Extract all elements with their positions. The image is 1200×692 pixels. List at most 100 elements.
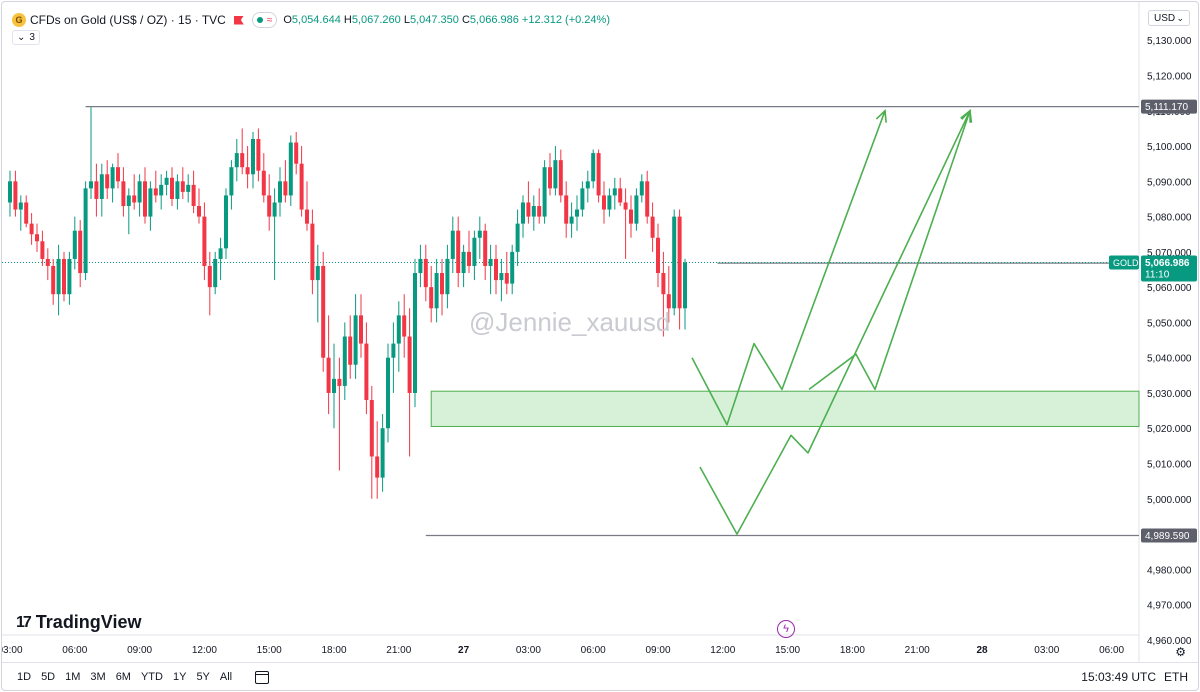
candle-body[interactable] — [89, 181, 93, 189]
candle-body[interactable] — [375, 456, 380, 478]
candle-body[interactable] — [445, 258, 450, 295]
candle-body[interactable] — [612, 188, 617, 196]
lightning-icon[interactable]: ϟ — [777, 620, 795, 638]
candle-body[interactable] — [494, 258, 498, 281]
candle-body[interactable] — [450, 230, 455, 259]
timeframe-3m[interactable]: 3M — [90, 671, 106, 683]
candle-body[interactable] — [83, 188, 88, 274]
candle-body[interactable] — [558, 160, 563, 196]
candle-body[interactable] — [256, 138, 261, 171]
candle-body[interactable] — [634, 195, 639, 224]
candle-body[interactable] — [353, 315, 358, 365]
candle-body[interactable] — [429, 287, 434, 309]
candle-body[interactable] — [607, 195, 612, 210]
candle-body[interactable] — [245, 167, 250, 175]
candle-body[interactable] — [564, 195, 569, 224]
candle-body[interactable] — [569, 216, 574, 224]
candle-body[interactable] — [170, 177, 174, 199]
calendar-icon[interactable] — [255, 670, 270, 684]
candle-body[interactable] — [229, 167, 234, 196]
candle-body[interactable] — [197, 206, 201, 217]
candle-body[interactable] — [78, 230, 83, 274]
candle-body[interactable] — [51, 265, 56, 295]
candle-body[interactable] — [24, 202, 29, 224]
timeframe-1y[interactable]: 1Y — [172, 671, 187, 683]
symbol-title[interactable]: CFDs on Gold (US$ / OZ) · 15 · TVC — [30, 13, 226, 27]
candle-body[interactable] — [434, 273, 439, 309]
candle-body[interactable] — [267, 195, 272, 217]
candle-body[interactable] — [440, 273, 444, 295]
candle-body[interactable] — [137, 181, 142, 203]
candle-body[interactable] — [299, 163, 304, 210]
candle-body[interactable] — [218, 248, 223, 259]
candle-body[interactable] — [45, 258, 50, 266]
candle-body[interactable] — [423, 258, 428, 288]
candle-body[interactable] — [13, 181, 18, 210]
candle-body[interactable] — [477, 230, 482, 238]
timeframe-6m[interactable]: 6M — [115, 671, 131, 683]
candle-body[interactable] — [240, 153, 245, 168]
candle-body[interactable] — [94, 181, 99, 199]
candle-body[interactable] — [504, 273, 509, 284]
candle-body[interactable] — [602, 195, 606, 210]
candle-body[interactable] — [143, 181, 147, 217]
candle-body[interactable] — [315, 265, 320, 281]
candle-body[interactable] — [515, 223, 520, 252]
candle-body[interactable] — [180, 181, 185, 192]
tradingview-logo[interactable]: 17 TradingView — [16, 612, 142, 633]
candle-body[interactable] — [483, 230, 488, 266]
candle-body[interactable] — [175, 181, 180, 199]
candle-body[interactable] — [18, 202, 23, 210]
utc-clock[interactable]: 15:03:49 UTC — [1081, 670, 1156, 684]
candle-body[interactable] — [683, 262, 687, 309]
gear-icon[interactable]: ⚙ — [1175, 645, 1186, 659]
candle-body[interactable] — [499, 273, 504, 281]
candle-body[interactable] — [126, 195, 131, 207]
candle-body[interactable] — [639, 181, 644, 196]
candle-body[interactable] — [121, 181, 126, 207]
candle-body[interactable] — [283, 181, 288, 196]
timeframe-1m[interactable]: 1M — [65, 671, 81, 683]
demand-zone[interactable] — [430, 390, 1140, 427]
candle-body[interactable] — [407, 336, 412, 393]
candle-body[interactable] — [224, 195, 228, 249]
candle-body[interactable] — [467, 251, 471, 266]
candle-body[interactable] — [591, 153, 596, 182]
candle-body[interactable] — [364, 343, 369, 401]
candle-body[interactable] — [164, 177, 169, 185]
candle-body[interactable] — [402, 315, 407, 337]
currency-select[interactable]: USD ⌄ — [1148, 10, 1190, 26]
candle-body[interactable] — [251, 138, 255, 175]
candle-body[interactable] — [191, 184, 196, 207]
candle-body[interactable] — [272, 202, 277, 217]
candle-body[interactable] — [369, 400, 374, 457]
candle-body[interactable] — [159, 184, 164, 196]
candle-body[interactable] — [526, 202, 531, 217]
candle-body[interactable] — [542, 167, 547, 217]
timeframe-ytd[interactable]: YTD — [140, 671, 163, 683]
candle-body[interactable] — [261, 170, 266, 196]
candle-body[interactable] — [666, 294, 671, 309]
candle-body[interactable] — [391, 343, 396, 358]
indicators-toggle[interactable]: ⌄ 3 — [12, 30, 40, 45]
projection-path[interactable] — [691, 110, 886, 426]
candle-body[interactable] — [553, 160, 558, 189]
candle-body[interactable] — [661, 273, 666, 295]
candle-body[interactable] — [294, 142, 299, 164]
candle-body[interactable] — [213, 258, 218, 288]
candle-body[interactable] — [488, 258, 493, 266]
candle-body[interactable] — [8, 181, 12, 203]
candle-body[interactable] — [672, 216, 677, 309]
candle-body[interactable] — [305, 209, 309, 224]
candle-body[interactable] — [580, 188, 585, 210]
timeframe-5d[interactable]: 5D — [41, 671, 56, 683]
candle-body[interactable] — [650, 216, 655, 238]
candle-body[interactable] — [537, 206, 542, 217]
candle-body[interactable] — [596, 153, 601, 196]
candle-body[interactable] — [202, 216, 207, 266]
candle-body[interactable] — [575, 209, 579, 217]
candle-body[interactable] — [418, 258, 423, 274]
candle-body[interactable] — [321, 265, 326, 358]
candle-body[interactable] — [677, 216, 682, 309]
candle-body[interactable] — [56, 258, 61, 295]
